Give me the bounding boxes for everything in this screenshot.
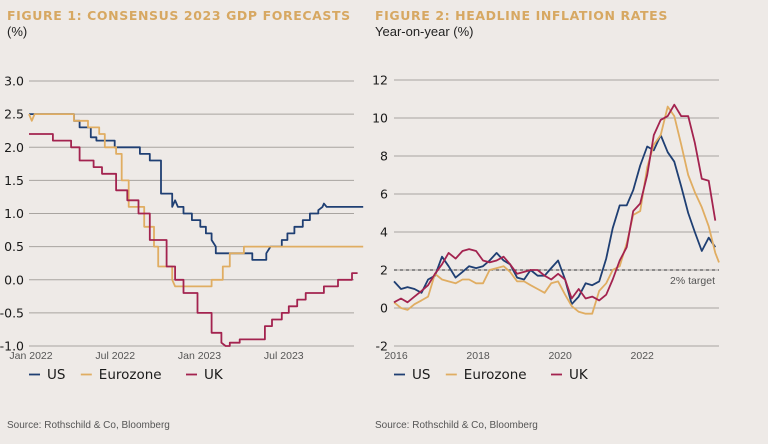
legend-label-eurozone: Eurozone — [464, 367, 527, 383]
series-line-uk — [393, 103, 717, 304]
figure1-subtitle: (%) — [7, 24, 28, 39]
series-line-us — [29, 113, 364, 261]
series-line-eurozone — [393, 105, 720, 315]
y-tick-label: -1.0 — [0, 339, 24, 354]
x-tick-label: Jan 2022 — [9, 350, 52, 362]
figure1-source: Source: Rothschild & Co, Bloomberg — [7, 420, 170, 431]
legend-label-uk: UK — [204, 367, 224, 383]
figure1-title: FIGURE 1: CONSENSUS 2023 GDP FORECASTS — [7, 8, 351, 23]
x-tick-label: 2022 — [631, 350, 655, 362]
y-tick-label: 1.5 — [4, 173, 24, 188]
figure2-subtitle: Year-on-year (%) — [375, 24, 474, 39]
target-line-label: 2% target — [670, 275, 715, 287]
x-tick-label: Jan 2023 — [178, 350, 221, 362]
series-line-eurozone — [28, 113, 364, 288]
legend-label-eurozone: Eurozone — [99, 367, 162, 383]
y-tick-label: 2.5 — [4, 107, 24, 122]
series-line-uk — [29, 133, 358, 347]
y-tick-label: -0.5 — [0, 305, 24, 320]
y-tick-label: 0.5 — [4, 239, 24, 254]
legend-label-us: US — [412, 367, 430, 383]
series-line-us — [393, 134, 717, 306]
x-tick-label: 2016 — [384, 350, 408, 362]
y-tick-label: 1.0 — [4, 206, 24, 221]
legend-label-uk: UK — [569, 367, 589, 383]
figure2-title: FIGURE 2: HEADLINE INFLATION RATES — [375, 8, 668, 23]
y-tick-label: 2.0 — [4, 140, 24, 155]
legend-label-us: US — [47, 367, 65, 383]
x-tick-label: Jul 2022 — [95, 350, 135, 362]
figure2-source: Source: Rothschild & Co, Bloomberg — [375, 420, 538, 431]
y-tick-label: 0.0 — [4, 272, 24, 287]
x-tick-label: 2018 — [466, 350, 490, 362]
x-tick-label: Jul 2023 — [264, 350, 304, 362]
y-tick-label: 3.0 — [4, 74, 24, 89]
x-tick-label: 2020 — [548, 350, 572, 362]
